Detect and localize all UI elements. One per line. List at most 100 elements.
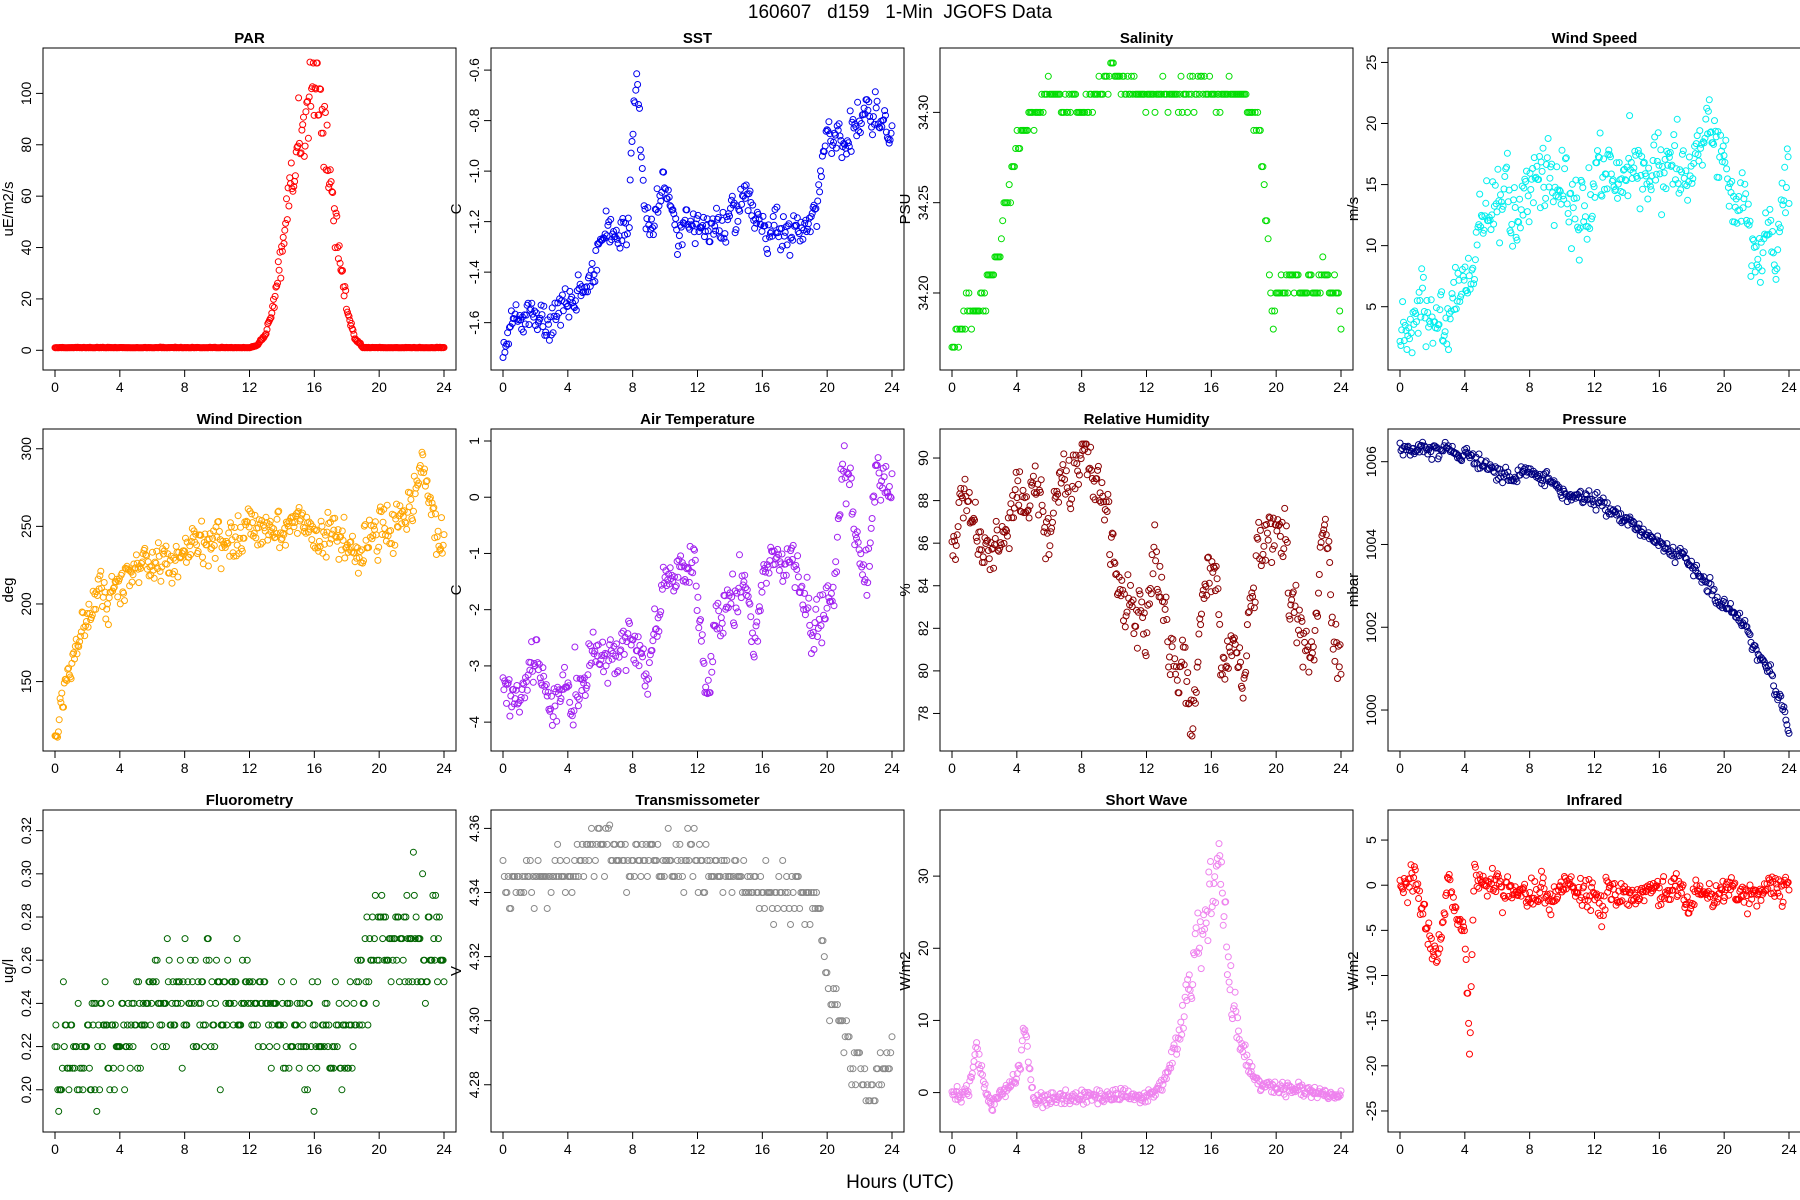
data-point [224,956,232,964]
y-tick-label: 30 [915,868,931,884]
data-point [1205,868,1213,876]
data-point [671,573,678,581]
data-point [516,708,523,716]
data-point [512,889,520,896]
data-point [1750,236,1757,244]
data-point [1016,145,1024,152]
data-point [188,999,195,1007]
data-point [1179,1001,1186,1009]
data-point [1448,290,1456,298]
data-point [296,999,304,1007]
data-point [820,611,828,619]
data-point [113,575,121,583]
data-point [720,234,728,242]
data-point [233,541,241,549]
data-point [1778,179,1786,187]
data-point [305,999,313,1007]
data-point [803,573,811,581]
data-point [712,227,720,235]
data-point [1399,889,1407,897]
data-point [1055,498,1063,506]
y-tick-label: -1.2 [466,209,482,233]
data-point [1173,676,1181,684]
data-point [973,537,981,545]
data-point [1466,285,1474,293]
data-point [1011,486,1019,494]
data-point [1613,159,1621,167]
data-point [811,205,819,213]
data-point [1704,107,1712,115]
data-point [127,1021,135,1029]
data-point [234,512,242,520]
x-tick-label: 8 [181,760,189,776]
data-point [1521,464,1529,472]
data-point [1161,605,1169,613]
x-tick-label: 20 [1268,1141,1284,1157]
data-point [1336,641,1344,649]
data-point [551,299,559,307]
data-point [344,1064,352,1072]
data-point [210,1021,218,1029]
x-tick-label: 8 [181,379,189,395]
data-point [165,956,173,964]
data-point [390,511,398,519]
data-point [331,978,339,986]
data-point [1529,467,1537,475]
data-point [1569,204,1577,212]
data-point [643,873,651,880]
data-point [888,470,896,478]
data-point [283,195,290,203]
data-point [954,523,962,531]
data-point [607,215,615,223]
data-point [83,1043,91,1051]
data-point [251,511,259,519]
data-point [992,517,1000,525]
data-point [1553,163,1561,171]
data-point [1054,490,1062,498]
data-point [1749,235,1757,243]
data-point [635,662,643,670]
data-point [952,556,959,563]
data-point [1767,216,1775,224]
data-point [574,702,582,710]
data-point [1568,245,1575,253]
data-point [1182,699,1190,707]
data-point [283,216,291,224]
data-point [1276,532,1284,540]
data-point [1330,638,1338,646]
data-point [950,532,958,540]
data-point [1513,478,1521,486]
y-tick-label: 0 [915,1088,931,1096]
data-points [1396,860,1793,1058]
data-point [1172,663,1180,671]
data-point [264,536,272,544]
x-tick-label: 20 [371,1141,387,1157]
data-point [1414,329,1422,337]
data-point [675,242,682,250]
data-point [257,540,265,548]
data-point [1519,211,1527,219]
data-point [995,547,1003,555]
data-point [253,1021,261,1029]
data-point [797,584,805,592]
data-point [1265,271,1273,279]
data-point [961,475,969,483]
data-point [1099,90,1107,98]
data-point [694,593,702,601]
data-point [979,1071,986,1079]
data-point [698,631,706,639]
data-point [951,343,959,351]
data-point [643,215,651,223]
x-tick-label: 4 [116,379,124,395]
data-point [817,173,825,181]
data-point [601,873,608,880]
data-point [853,534,860,542]
data-point [818,152,826,160]
data-point [1188,732,1196,740]
data-point [643,676,651,684]
data-point [1133,644,1141,652]
data-point [513,682,521,689]
data-point [543,905,551,912]
y-tick-label: 84 [915,578,931,594]
